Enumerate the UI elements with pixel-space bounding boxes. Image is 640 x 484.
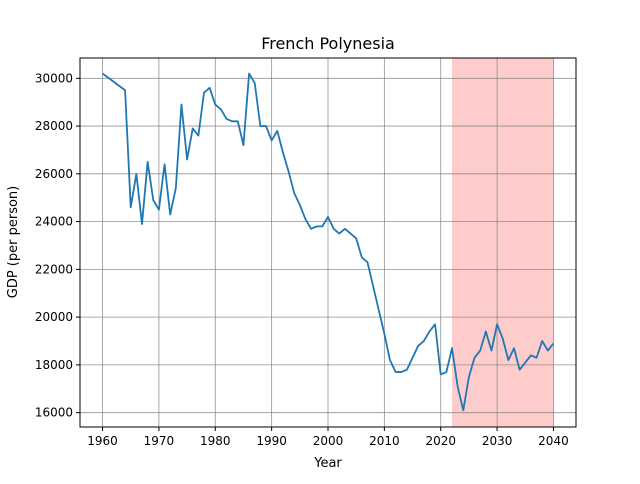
y-tick-label: 22000	[35, 262, 73, 276]
y-tick-label: 30000	[35, 71, 73, 85]
y-tick-label: 28000	[35, 119, 73, 133]
x-tick-label: 1990	[256, 434, 287, 448]
y-tick-label: 16000	[35, 406, 73, 420]
y-tick-label: 20000	[35, 310, 73, 324]
x-tick-label: 1970	[144, 434, 175, 448]
y-tick-label: 24000	[35, 215, 73, 229]
x-tick-label: 1960	[87, 434, 118, 448]
x-tick-label: 2010	[369, 434, 400, 448]
x-tick-label: 2020	[425, 434, 456, 448]
x-tick-label: 2000	[313, 434, 344, 448]
y-axis-label: GDP (per person)	[6, 186, 21, 299]
x-tick-label: 2030	[482, 434, 513, 448]
forecast-shaded-region	[452, 58, 553, 427]
x-axis-label: Year	[313, 456, 342, 471]
x-tick-label: 1980	[200, 434, 231, 448]
chart-title: French Polynesia	[261, 34, 395, 53]
y-tick-label: 18000	[35, 358, 73, 372]
y-tick-label: 26000	[35, 167, 73, 181]
x-tick-label: 2040	[538, 434, 569, 448]
